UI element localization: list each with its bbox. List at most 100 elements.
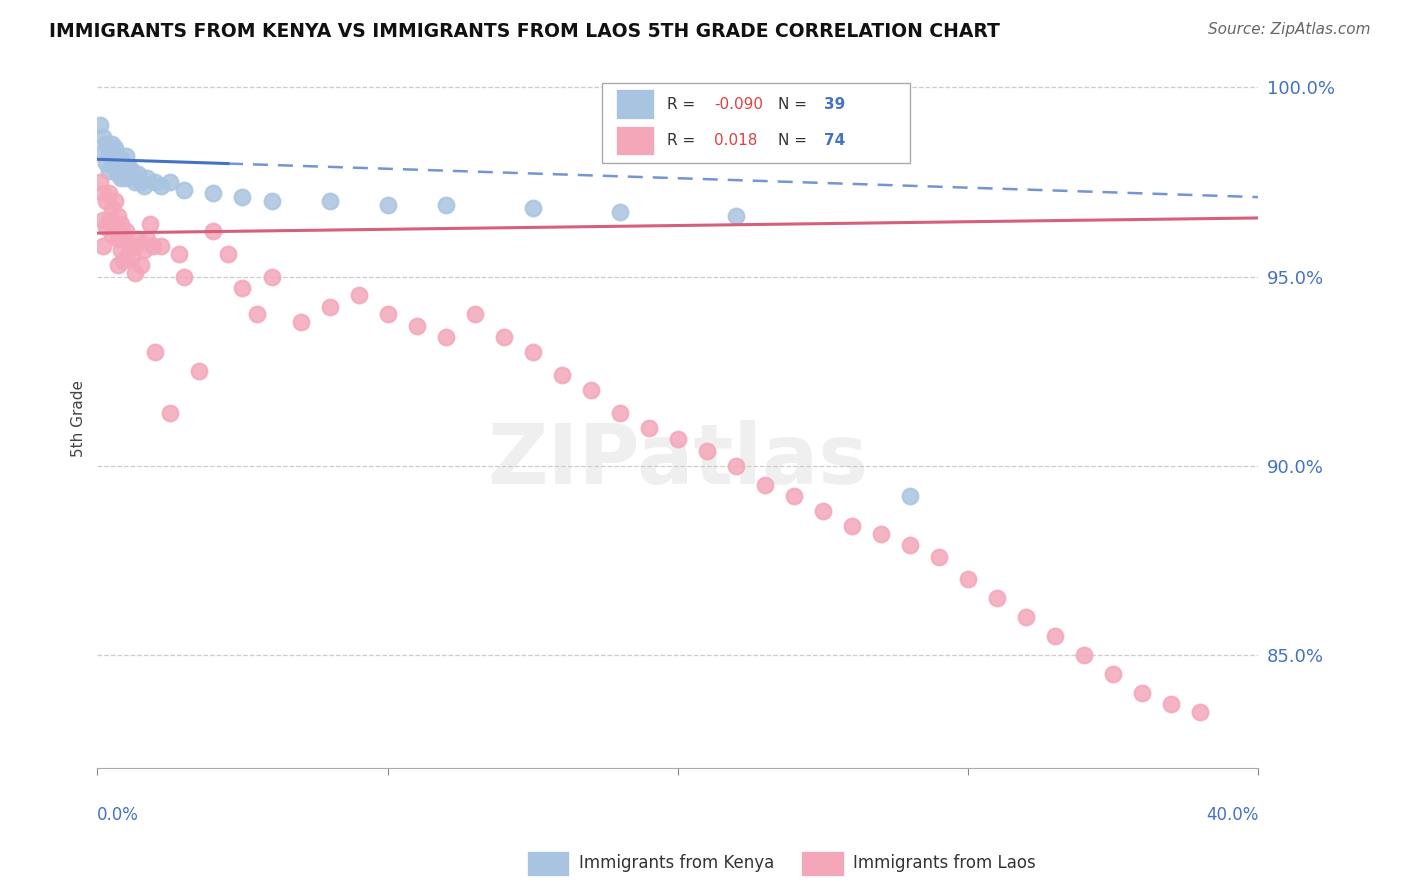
Point — [318, 300, 340, 314]
Point — [187, 364, 209, 378]
Point — [609, 406, 631, 420]
Text: ZIPatlas: ZIPatlas — [488, 420, 869, 501]
Point — [115, 224, 138, 238]
Text: IMMIGRANTS FROM KENYA VS IMMIGRANTS FROM LAOS 5TH GRADE CORRELATION CHART: IMMIGRANTS FROM KENYA VS IMMIGRANTS FROM… — [49, 22, 1000, 41]
Text: 0.0%: 0.0% — [97, 806, 139, 824]
Point — [986, 591, 1008, 606]
Point — [101, 156, 124, 170]
Point — [91, 212, 114, 227]
Point — [115, 171, 138, 186]
Point — [290, 315, 312, 329]
Point — [202, 224, 225, 238]
Point — [637, 421, 659, 435]
Point — [124, 266, 146, 280]
Point — [434, 330, 457, 344]
Point — [112, 160, 135, 174]
Point — [260, 194, 283, 208]
Point — [173, 269, 195, 284]
Point — [124, 175, 146, 189]
Point — [107, 148, 129, 162]
Point — [121, 163, 143, 178]
Point — [101, 227, 124, 242]
Text: Immigrants from Laos: Immigrants from Laos — [853, 855, 1036, 872]
Point — [138, 217, 160, 231]
Point — [132, 243, 155, 257]
Point — [1073, 648, 1095, 662]
Text: Source: ZipAtlas.com: Source: ZipAtlas.com — [1208, 22, 1371, 37]
Point — [107, 168, 129, 182]
Text: N =: N = — [778, 133, 811, 148]
Point — [898, 538, 921, 552]
Point — [377, 197, 399, 211]
Point — [783, 489, 806, 503]
Text: Immigrants from Kenya: Immigrants from Kenya — [579, 855, 775, 872]
Point — [1160, 697, 1182, 711]
Point — [260, 269, 283, 284]
Point — [107, 258, 129, 272]
Point — [1015, 610, 1038, 624]
Point — [1189, 705, 1212, 719]
Point — [1102, 666, 1125, 681]
Point — [110, 153, 132, 167]
Point — [132, 178, 155, 193]
Point — [522, 345, 544, 359]
Point — [159, 406, 181, 420]
Text: N =: N = — [778, 96, 811, 112]
Point — [112, 254, 135, 268]
Point — [94, 137, 117, 152]
Point — [129, 175, 152, 189]
Text: R =: R = — [668, 96, 700, 112]
Point — [104, 194, 127, 208]
Text: 74: 74 — [824, 133, 845, 148]
Point — [870, 526, 893, 541]
Point — [110, 171, 132, 186]
Point — [202, 186, 225, 201]
FancyBboxPatch shape — [602, 83, 910, 163]
Point — [464, 307, 486, 321]
Point — [609, 205, 631, 219]
Point — [173, 183, 195, 197]
Point — [124, 239, 146, 253]
Point — [754, 477, 776, 491]
Point — [579, 383, 602, 397]
Point — [231, 190, 253, 204]
Point — [97, 145, 120, 159]
Point — [898, 489, 921, 503]
Point — [101, 202, 124, 216]
Point — [246, 307, 269, 321]
Point — [696, 443, 718, 458]
FancyBboxPatch shape — [616, 89, 654, 119]
Point — [231, 281, 253, 295]
Point — [135, 232, 157, 246]
Point — [97, 163, 120, 178]
Point — [318, 194, 340, 208]
Point — [112, 227, 135, 242]
Point — [97, 212, 120, 227]
Point — [118, 239, 141, 253]
Point — [724, 458, 747, 473]
Point — [118, 160, 141, 174]
Point — [135, 171, 157, 186]
Point — [841, 519, 863, 533]
Point — [104, 220, 127, 235]
Point — [811, 504, 834, 518]
Point — [104, 160, 127, 174]
Point — [724, 209, 747, 223]
Point — [101, 137, 124, 152]
Point — [129, 258, 152, 272]
Text: -0.090: -0.090 — [714, 96, 763, 112]
Point — [145, 175, 167, 189]
Point — [434, 197, 457, 211]
Point — [666, 432, 689, 446]
Point — [110, 217, 132, 231]
Point — [94, 194, 117, 208]
Point — [104, 141, 127, 155]
Point — [91, 129, 114, 144]
Point — [150, 239, 173, 253]
Y-axis label: 5th Grade: 5th Grade — [72, 380, 86, 457]
Point — [405, 318, 427, 333]
Point — [97, 186, 120, 201]
Point — [551, 368, 574, 382]
Point — [89, 118, 111, 132]
Point — [928, 549, 950, 564]
